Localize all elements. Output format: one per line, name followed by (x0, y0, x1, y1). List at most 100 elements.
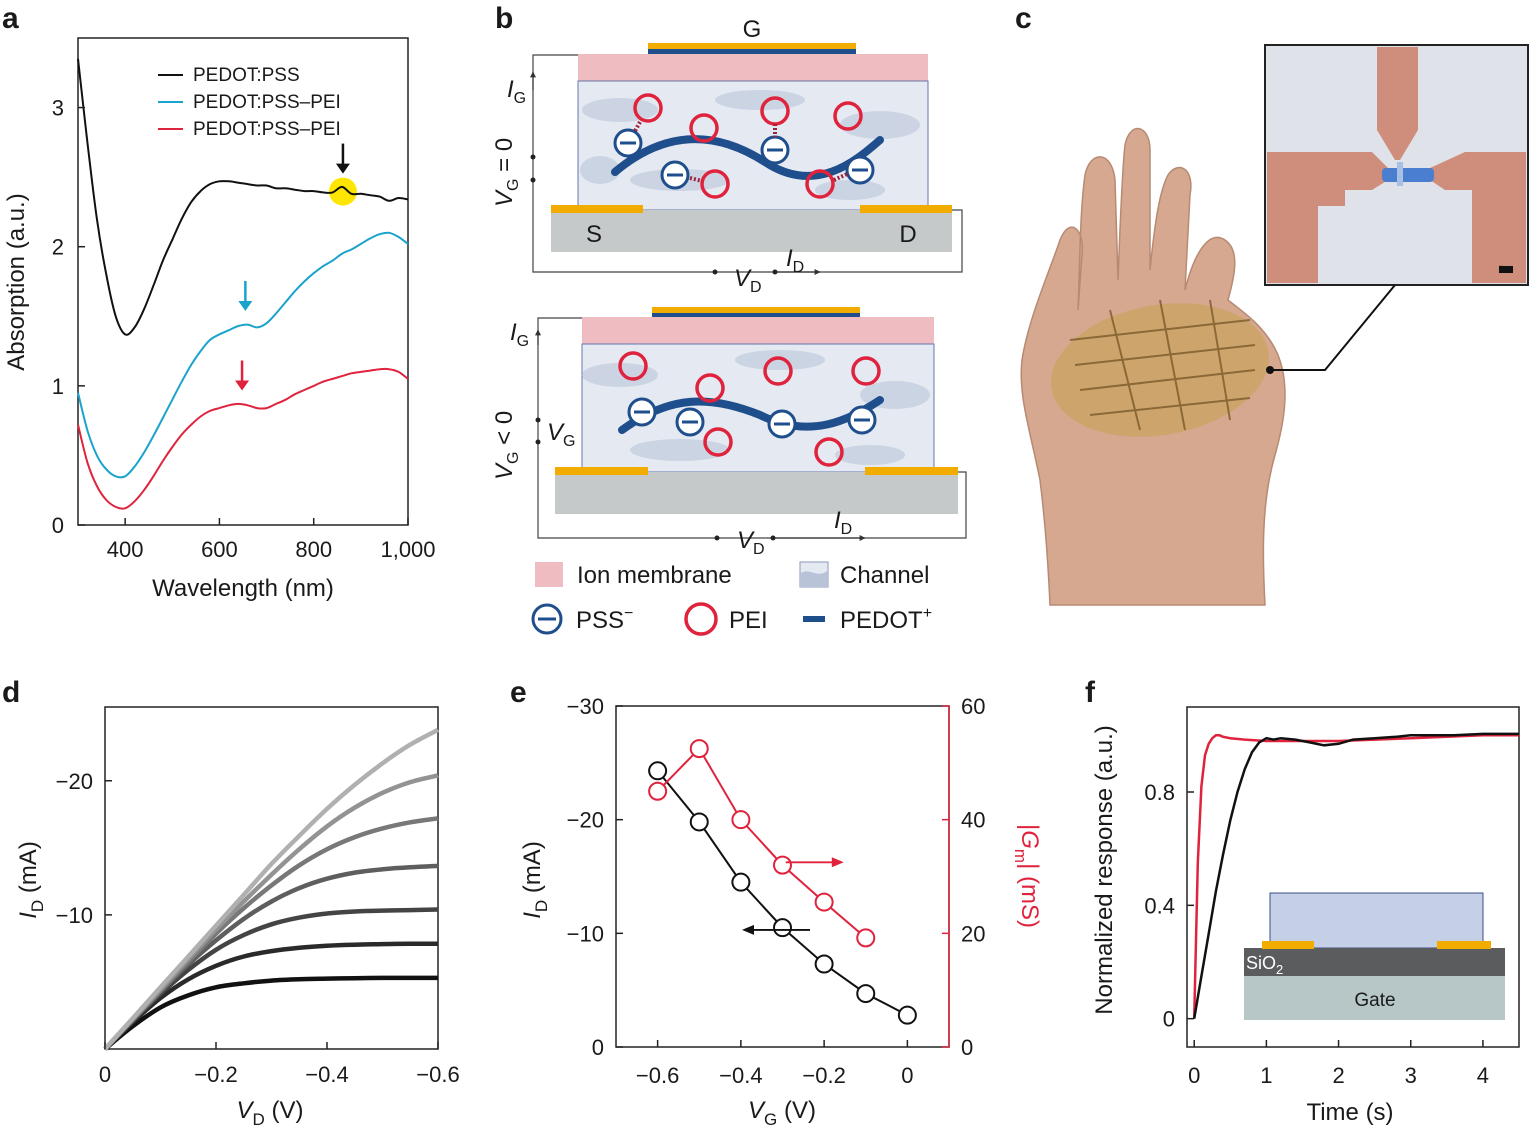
peak-arrow-head (335, 163, 350, 174)
chart-d-curve-5 (103, 816, 439, 1051)
chart-a-xlabel: Wavelength (nm) (152, 575, 334, 602)
chart-d-ticks: 0 −0.2 −0.4 −0.6 −10 −20 (56, 769, 460, 1087)
chart-d-xtick-label: −0.4 (305, 1062, 348, 1087)
ig-label-top: IG (507, 76, 526, 107)
gate-label: G (743, 16, 762, 43)
chart-e-ytick-label: −30 (567, 694, 604, 719)
chart-e-xtick-label: −0.4 (719, 1063, 762, 1088)
ion-membrane-top (578, 54, 928, 81)
svg-text:scale-bar: scale-bar (1499, 265, 1504, 267)
chart-d-curve-1 (103, 975, 438, 1051)
inset-drain (1437, 941, 1491, 949)
chart-d-curve-4 (103, 863, 439, 1051)
chart-d-ytick-label: −20 (56, 769, 93, 794)
panel-label-d: d (2, 676, 20, 709)
chart-f-ytick-label: 0 (1163, 1007, 1175, 1032)
chart-f-frame (1186, 706, 1520, 1048)
chart-e-xtick-label: 0 (901, 1063, 913, 1088)
chart-d-ytick-label: −10 (56, 903, 93, 928)
chart-e-point (731, 810, 751, 830)
vg-condition-bottom: VG < 0 (491, 411, 522, 480)
chart-e-xtick-label: −0.2 (802, 1063, 845, 1088)
chart-f-line-red (1192, 734, 1519, 1019)
chart-e-ytick-label: −20 (567, 808, 604, 833)
inset-gate (1244, 976, 1505, 1020)
legend-pei-icon (684, 602, 718, 636)
chart-a-ticks: 400 600 800 1,000 0 1 2 3 (52, 96, 436, 562)
chart-d-curve-2 (103, 941, 438, 1051)
chart-a-ytick-label: 1 (52, 374, 64, 399)
chart-d-series (103, 727, 440, 1051)
chart-a-line-1 (77, 58, 409, 336)
chart-f-series (1192, 732, 1519, 1019)
chart-a-frame (77, 37, 409, 526)
photo-panel: scale-bar (1020, 44, 1529, 606)
hand-photo (1020, 127, 1286, 606)
substrate-top (551, 210, 952, 252)
panel-label-b: b (495, 2, 513, 35)
chart-e-xtick-label: −0.6 (636, 1063, 679, 1088)
legend-pedot: PEDOT+ (840, 605, 932, 634)
chart-f: SiO2 Gate 0 1 2 3 4 0 0.4 0.8 Time (s) Normaliz… (1091, 706, 1520, 1126)
gate-pedot-top (648, 49, 856, 54)
legend-pedot-icon (803, 616, 825, 622)
chart-e-point (773, 855, 792, 875)
chart-e-ylabel: ID (mA) (519, 841, 551, 919)
ig-label-bottom: IG (510, 319, 529, 350)
scale-bar (1499, 266, 1513, 273)
device-bottom: IG VG < 0 VG VD ID (491, 307, 967, 558)
wire-bottom (537, 317, 967, 539)
arrow-left-head (742, 924, 755, 935)
chart-e-line-2 (656, 746, 867, 939)
chart-e-ytick-label: 0 (592, 1035, 604, 1060)
peak-arrow-head (235, 380, 250, 391)
legend-ion-membrane: Ion membrane (577, 562, 732, 589)
chart-f-ytick-label: 0.8 (1144, 780, 1175, 805)
chart-e-point (689, 812, 709, 832)
chart-e-point (897, 1005, 917, 1025)
inset-sio2 (1244, 948, 1505, 976)
chart-a-ytick-label: 0 (52, 513, 64, 538)
peak-arrow-head (238, 300, 253, 311)
chart-a-xtick-label: 1,000 (380, 537, 435, 562)
panel-label-c: c (1015, 2, 1032, 35)
chart-e-point (689, 739, 709, 759)
chart-d-xtick-label: 0 (99, 1062, 111, 1087)
chart-f-ticks: 0 1 2 3 4 0 0.4 0.8 (1144, 780, 1489, 1088)
substrate-bottom (555, 472, 958, 514)
chart-f-xtick-label: 1 (1260, 1063, 1272, 1088)
vd-label-top: VD (734, 265, 762, 296)
pss-ions-bottom (627, 397, 877, 439)
chart-e-point (814, 892, 834, 912)
inset-source (1262, 941, 1314, 949)
vg-condition-top: VG = 0 (491, 138, 522, 207)
chart-f-inset: SiO2 Gate (1244, 892, 1505, 1020)
chart-e-point (773, 918, 792, 938)
chart-e-point (856, 928, 876, 948)
chart-f-xtick-label: 0 (1188, 1063, 1200, 1088)
chart-a-ytick-label: 3 (52, 96, 64, 121)
panel-label-e: e (510, 676, 527, 709)
legend-pei: PEI (729, 607, 768, 634)
device-top: G (491, 16, 963, 296)
arrow-right-head (831, 857, 844, 868)
drain-electrode-top (860, 205, 952, 213)
gate-pedot-bottom (652, 313, 860, 317)
id-label-top: ID (786, 245, 804, 276)
chart-e-point (648, 781, 668, 801)
legend-label-2: PEDOT:PSS–PEI (193, 92, 341, 113)
chart-f-xtick-label: 4 (1477, 1063, 1489, 1088)
chart-e-point (648, 761, 668, 781)
chart-a-legend: PEDOT:PSS PEDOT:PSS–PEI PEDOT:PSS–PEI (158, 65, 341, 140)
chart-a-xtick-label: 600 (201, 537, 238, 562)
chart-e-frame (615, 705, 950, 1048)
chart-f-ytick-label: 0.4 (1144, 893, 1175, 918)
chart-e-ytick-label: −10 (567, 921, 604, 946)
chart-e-y2tick-label: 40 (961, 808, 985, 833)
pei-ions-top (633, 93, 863, 199)
callout-dot (1266, 366, 1274, 374)
channel-texture-bottom (582, 350, 930, 465)
chart-a-ytick-label: 2 (52, 235, 64, 260)
chart-a-xtick-label: 400 (107, 537, 144, 562)
chart-f-xlabel: Time (s) (1306, 1099, 1393, 1126)
